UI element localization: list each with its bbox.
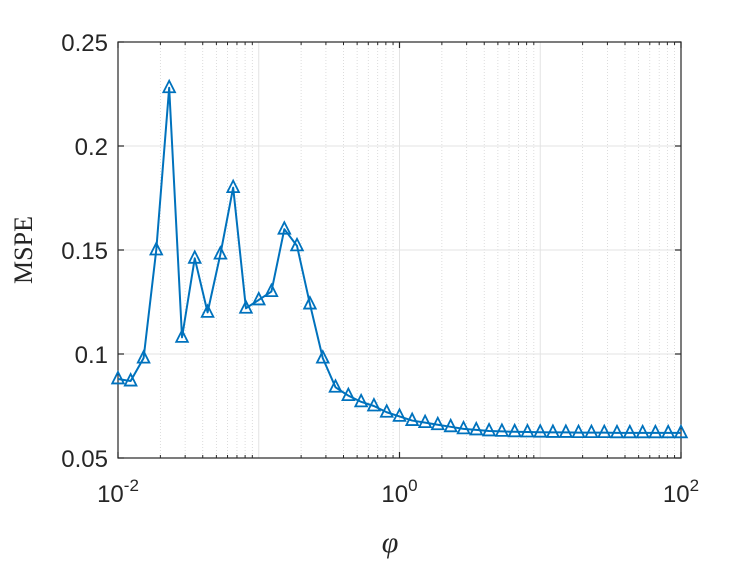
data-point	[123, 372, 138, 387]
y-tick-label: 0.2	[75, 134, 108, 161]
y-tick-label: 0.25	[61, 30, 108, 57]
data-point	[609, 423, 625, 439]
data-point	[660, 423, 676, 439]
data-point	[110, 369, 126, 385]
data-point	[148, 241, 164, 256]
data-point	[648, 423, 663, 439]
data-point	[289, 236, 305, 252]
data-point	[238, 299, 254, 314]
axis-ticks: 0.05 0.1 0.15 0.2 0.25 10-2 100 102	[61, 30, 699, 508]
data-point	[532, 423, 548, 438]
data-point	[366, 397, 382, 412]
data-point	[481, 421, 497, 437]
data-point	[341, 386, 356, 402]
data-point	[264, 282, 279, 298]
x-tick-label: 102	[663, 476, 699, 508]
y-tick-label: 0.15	[61, 238, 108, 265]
data-point	[558, 423, 574, 438]
data-point	[507, 422, 522, 438]
grid	[117, 41, 682, 459]
data-point	[456, 419, 471, 435]
x-tick-label: 100	[381, 476, 417, 508]
data-point	[302, 295, 318, 310]
data-point	[494, 422, 510, 437]
data-point	[622, 423, 638, 439]
y-tick-label: 0.05	[61, 446, 108, 473]
data-point	[635, 423, 650, 439]
data-point	[392, 407, 407, 422]
data-point	[430, 415, 446, 431]
data-point	[187, 249, 203, 264]
data-point	[136, 349, 151, 364]
y-tick-label: 0.1	[75, 342, 108, 369]
x-tick-label: 10-2	[97, 476, 139, 508]
data-point	[584, 423, 599, 439]
data-point	[328, 378, 343, 393]
data-point	[520, 423, 535, 438]
x-axis-label: φ	[382, 526, 399, 559]
data-point	[379, 403, 394, 418]
data-point	[353, 392, 369, 408]
data-point	[200, 303, 215, 318]
data-point	[277, 220, 292, 235]
series	[110, 78, 689, 439]
data-point	[251, 290, 267, 306]
data-point	[315, 349, 331, 364]
data-point	[161, 78, 177, 94]
data-point	[174, 328, 190, 343]
data-point	[443, 417, 458, 433]
data-point	[673, 423, 689, 439]
data-point	[597, 423, 612, 439]
y-axis-label: MSPE	[9, 216, 38, 284]
data-point	[468, 420, 484, 436]
data-point	[571, 423, 586, 439]
data-point	[417, 413, 433, 429]
data-point	[225, 178, 241, 194]
data-point	[404, 411, 420, 426]
data-point	[213, 245, 228, 260]
data-point	[545, 423, 561, 438]
